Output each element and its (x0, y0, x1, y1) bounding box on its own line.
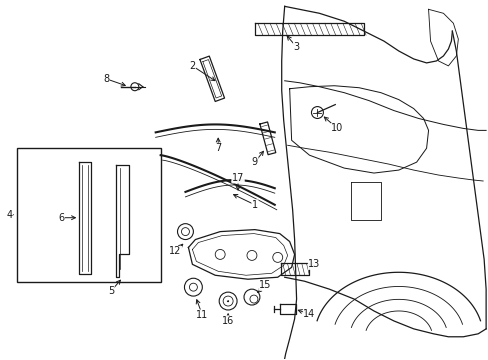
Text: 4: 4 (7, 210, 13, 220)
Text: 10: 10 (330, 123, 343, 134)
Text: 3: 3 (293, 42, 299, 52)
Text: 15: 15 (258, 280, 270, 290)
Text: 8: 8 (103, 74, 109, 84)
Text: 5: 5 (108, 286, 114, 296)
Text: 7: 7 (215, 143, 221, 153)
Text: 1: 1 (251, 200, 258, 210)
Text: 13: 13 (308, 259, 320, 269)
Text: 17: 17 (231, 173, 244, 183)
Text: 16: 16 (222, 316, 234, 326)
Text: 14: 14 (303, 309, 315, 319)
Text: 12: 12 (169, 247, 182, 256)
Text: 9: 9 (251, 157, 258, 167)
Text: 6: 6 (58, 213, 64, 223)
Text: 2: 2 (189, 61, 195, 71)
Text: 11: 11 (196, 310, 208, 320)
FancyBboxPatch shape (17, 148, 161, 282)
